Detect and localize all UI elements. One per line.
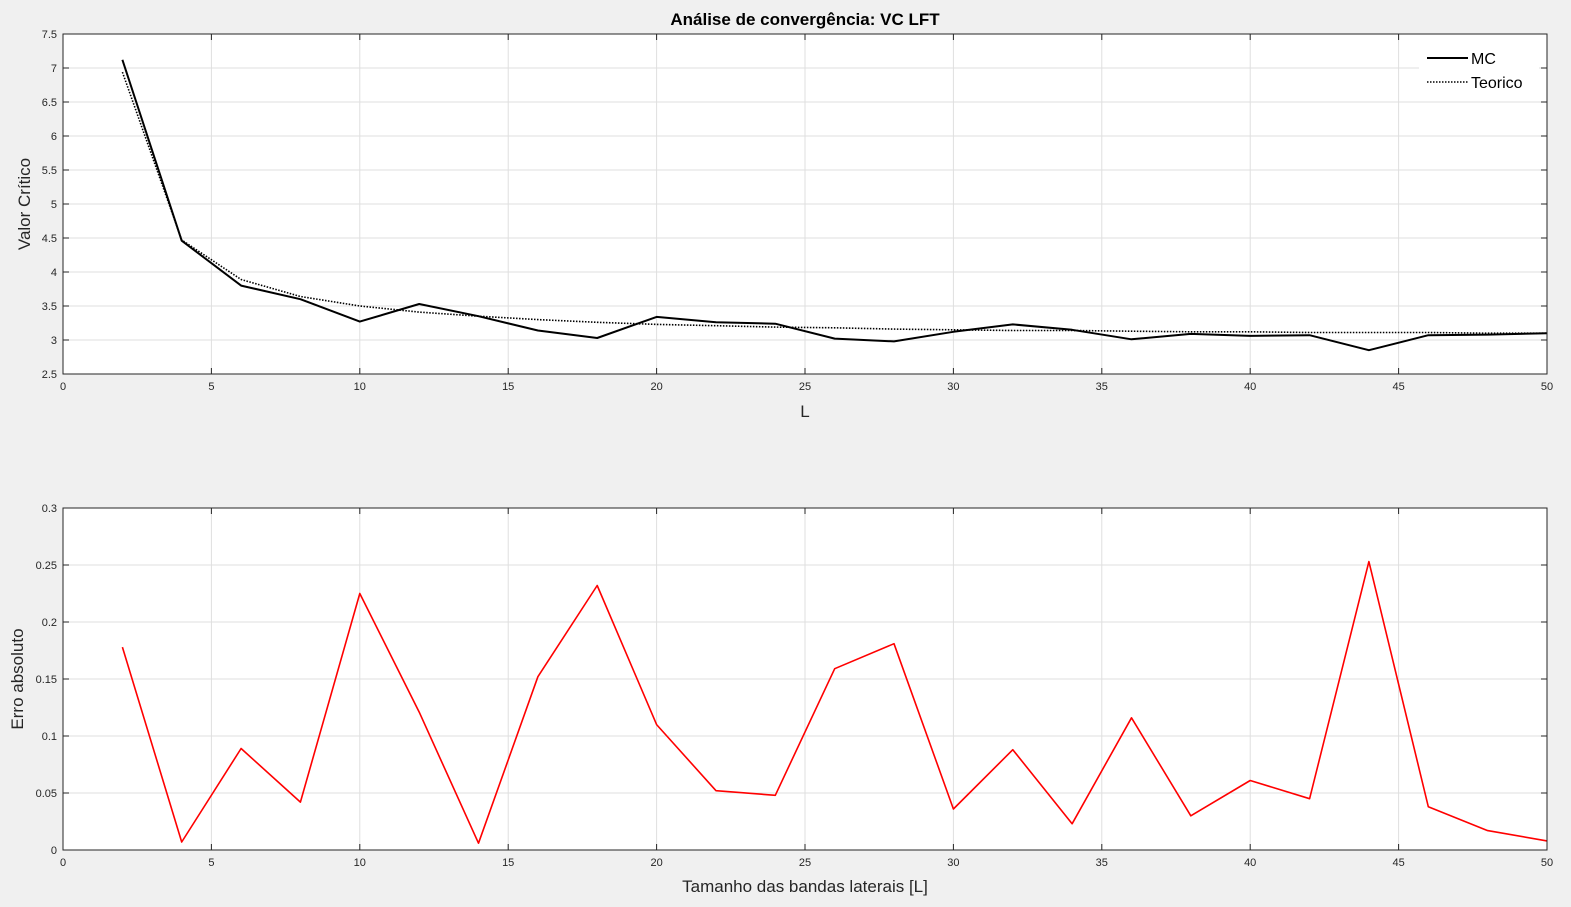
error-y-tick-label: 0.25 — [36, 560, 57, 572]
convergence-series — [121, 59, 1548, 352]
error-x-tick-label: 40 — [1244, 857, 1256, 869]
convergence-x-tick-label: 10 — [354, 381, 366, 393]
error-x-tick-label: 10 — [354, 857, 366, 869]
error-x-tick-label: 30 — [947, 857, 959, 869]
convergence-y-tick-label: 3 — [51, 335, 57, 347]
error-y-tick-label: 0.3 — [42, 503, 57, 515]
convergence-x-tick-label: 5 — [208, 381, 214, 393]
error-y-tick-label: 0.1 — [42, 731, 57, 743]
error-x-tick-label: 5 — [208, 857, 214, 869]
convergence-y-tick-label: 7.5 — [42, 29, 57, 41]
error-series — [121, 560, 1548, 845]
convergence-series-teorico-line — [121, 71, 1547, 335]
convergence-y-label: Valor Crítico — [15, 158, 34, 250]
error-y-tick-label: 0 — [51, 845, 57, 857]
convergence-x-tick-label: 15 — [502, 381, 514, 393]
convergence-series-mc-line — [121, 59, 1548, 352]
convergence-legend: MC Teorico — [1419, 44, 1539, 96]
error-series-line-line — [121, 560, 1548, 845]
convergence-x-label: L — [800, 402, 809, 421]
convergence-x-tick-label: 30 — [947, 381, 959, 393]
convergence-x-tick-label: 20 — [650, 381, 662, 393]
convergence-title: Análise de convergência: VC LFT — [670, 10, 940, 29]
convergence-x-tick-label: 50 — [1541, 381, 1553, 393]
convergence-y-tick-label: 2.5 — [42, 369, 57, 381]
convergence-x-tick-label: 0 — [60, 381, 66, 393]
convergence-y-tick-label: 7 — [51, 63, 57, 75]
error-y-tick-label: 0.2 — [42, 617, 57, 629]
error-x-tick-label: 45 — [1392, 857, 1404, 869]
convergence-y-tick-label: 4 — [51, 267, 57, 279]
convergence-y-tick-label: 3.5 — [42, 301, 57, 313]
convergence-x-tick-label: 35 — [1096, 381, 1108, 393]
error-plot: 0 5 10 15 20 25 30 35 40 45 50 0 0.05 0.1 0.15 0.2 0.25 0… — [8, 503, 1553, 896]
error-x-tick-label: 15 — [502, 857, 514, 869]
convergence-x-tick-label: 25 — [799, 381, 811, 393]
convergence-x-tick-label: 40 — [1244, 381, 1256, 393]
convergence-plot: 0 5 10 15 20 25 30 35 40 45 50 2.5 3 3.5 4 4.5 5 5.5 6 6.5 7… — [15, 10, 1553, 421]
error-x-tick-label: 0 — [60, 857, 66, 869]
convergence-x-tick-label: 45 — [1392, 381, 1404, 393]
legend-teorico-label: Teorico — [1471, 75, 1523, 92]
convergence-y-tick-label: 5 — [51, 199, 57, 211]
legend-box — [1419, 44, 1539, 96]
error-x-tick-label: 50 — [1541, 857, 1553, 869]
convergence-ticks: 0 5 10 15 20 25 30 35 40 45 50 2.5 3 3.5 4 4.5 5 5.5 6 6.5 7… — [42, 29, 1553, 393]
error-y-label: Erro absoluto — [8, 628, 27, 729]
error-x-label: Tamanho das bandas laterais [L] — [682, 877, 928, 896]
error-ticks: 0 5 10 15 20 25 30 35 40 45 50 0 0.05 0.1 0.15 0.2 0.25 0… — [36, 503, 1554, 869]
convergence-y-tick-label: 4.5 — [42, 233, 57, 245]
convergence-y-tick-label: 6 — [51, 131, 57, 143]
error-x-tick-label: 35 — [1096, 857, 1108, 869]
error-y-tick-label: 0.05 — [36, 788, 57, 800]
convergence-y-tick-label: 6.5 — [42, 97, 57, 109]
error-x-tick-label: 20 — [650, 857, 662, 869]
legend-mc-label: MC — [1471, 51, 1496, 68]
error-y-tick-label: 0.15 — [36, 674, 57, 686]
convergence-y-tick-label: 5.5 — [42, 165, 57, 177]
error-x-tick-label: 25 — [799, 857, 811, 869]
